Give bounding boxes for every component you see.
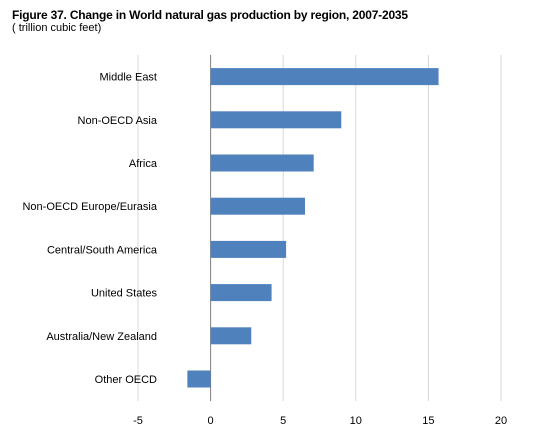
x-tick-label: 5 [280,415,286,427]
category-label: Middle East [100,72,157,84]
category-label: United States [91,288,158,300]
bar [210,197,305,215]
bar [210,111,342,129]
bar [187,370,211,388]
bar [210,284,272,302]
bar [210,154,314,172]
category-label: Central/South America [47,244,158,256]
x-tick-label: 15 [422,415,434,427]
chart-title: Figure 37. Change in World natural gas p… [12,8,408,22]
bar [210,240,287,258]
category-label: Australia/New Zealand [46,331,157,343]
chart-subtitle: ( trillion cubic feet) [12,22,102,34]
x-tick-label: -5 [133,415,143,427]
category-label: Non-OECD Asia [78,115,158,127]
bar [210,327,252,345]
category-label: Africa [129,158,158,170]
category-label: Other OECD [95,374,157,386]
x-tick-label: 10 [350,415,362,427]
category-label: Non-OECD Europe/Eurasia [22,201,157,213]
bar [210,68,439,86]
x-tick-label: 0 [208,415,214,427]
x-tick-label: 20 [495,415,507,427]
